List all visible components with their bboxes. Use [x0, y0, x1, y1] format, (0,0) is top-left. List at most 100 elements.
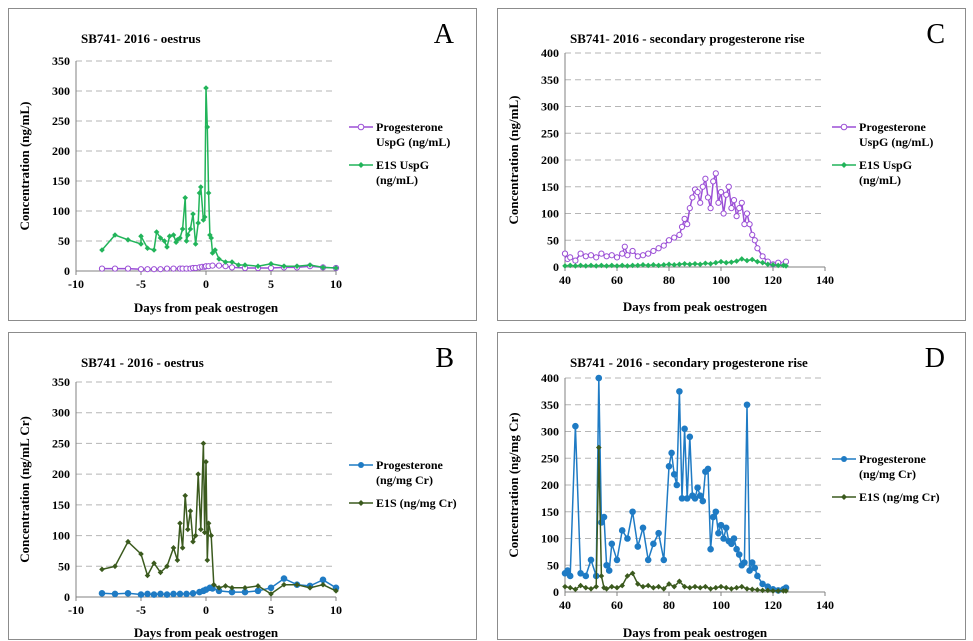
chart-a-y-tick-label: 0 — [64, 264, 70, 278]
chart-a-series-2-point — [190, 211, 196, 217]
chart-d-series-1-point — [696, 492, 704, 499]
chart-d-series-1-point — [722, 524, 730, 532]
chart-a-panel-letter: A — [434, 19, 455, 50]
chart-b-series-2-legend-label: E1S (ng/mg Cr) — [376, 496, 457, 510]
chart-c-x-tick-label: 40 — [559, 273, 571, 287]
chart-c-series-2-point — [603, 263, 610, 269]
chart-b-series-2-point — [268, 591, 274, 597]
chart-a-x-tick-label: -5 — [136, 277, 146, 291]
chart-c-series-1-point — [598, 250, 605, 257]
chart-c-series-1-point — [741, 221, 748, 228]
chart-d-series-1-point — [605, 567, 613, 574]
chart-b-series-1-point — [170, 590, 177, 598]
chart-c-series-1-point — [730, 197, 738, 204]
chart-a-series-2-point — [255, 263, 261, 269]
chart-c-series-1-point — [665, 237, 673, 244]
chart-b-series-2-legend-marker — [358, 500, 364, 506]
chart-a-y-tick-label: 350 — [52, 54, 70, 68]
chart-a-series-2-point — [333, 265, 339, 271]
chart-d-series-2-point — [593, 583, 599, 590]
chart-d-y-tick-label: 100 — [541, 532, 559, 546]
chart-c-series-2-point — [619, 262, 625, 269]
chart-c-series-2-point — [567, 262, 573, 269]
chart-c-series-1-legend-marker — [840, 123, 848, 131]
chart-d-y-tick-label: 250 — [541, 451, 559, 465]
chart-d-series-1-point — [717, 521, 725, 529]
chart-d-x-tick-label: 120 — [764, 598, 782, 612]
chart-d-series-2-point — [635, 581, 641, 587]
chart-b-y-tick-label: 300 — [52, 406, 70, 420]
chart-b-series-1-point — [150, 591, 158, 598]
chart-d-series-2-point — [624, 573, 631, 579]
chart-c-series-2-point — [713, 259, 719, 266]
chart-d-series-2-point — [744, 585, 750, 592]
chart-b-series-2-point — [211, 581, 217, 588]
chart-d-series-1-point — [681, 425, 688, 433]
chart-b-series-2-point — [151, 560, 157, 567]
chart-b-title: SB741 - 2016 - oestrus — [81, 355, 204, 370]
chart-c-x-tick-label: 60 — [611, 273, 623, 287]
chart-a-series-2-point — [268, 261, 274, 267]
chart-d-series-1-point — [608, 540, 616, 548]
chart-d-x-tick-label: 40 — [559, 598, 571, 612]
chart-a-series-2-legend-marker — [358, 162, 364, 168]
chart-c-series-2-point — [655, 262, 662, 269]
chart-d-y-tick-label: 150 — [541, 505, 559, 519]
chart-a-series-2-point — [203, 85, 209, 91]
chart-a-series-1-point — [215, 262, 223, 269]
chart-panel-a: SB741- 2016 - oestrus A 0 50 100 150 200 250 300… — [8, 8, 477, 321]
chart-a-series-2-point — [174, 237, 181, 243]
chart-c-series-2-point — [765, 261, 771, 268]
chart-a-x-tick-label: 10 — [330, 277, 342, 291]
chart-a-series-2-point — [212, 247, 218, 253]
chart-c-series-1-point — [629, 247, 636, 255]
chart-c-series-1-point — [717, 189, 725, 196]
chart-c-series-1-point — [572, 257, 579, 264]
chart-c-series-1-point — [710, 178, 717, 185]
chart-b-series-2-point — [222, 583, 229, 589]
chart-a-series-2-point — [192, 241, 199, 247]
chart-d-series-1-point — [686, 433, 694, 441]
chart-d-series-1-point — [691, 495, 699, 502]
chart-d-series-2-point — [681, 583, 688, 590]
chart-b-series-2-point — [204, 557, 211, 563]
chart-a-y-tick-label: 150 — [52, 174, 70, 188]
chart-b-series-1-point — [163, 591, 171, 598]
chart-d-series-1-point — [668, 449, 675, 457]
chart-c-series-2-point — [775, 262, 781, 269]
chart-d-series-1-point — [595, 374, 603, 382]
chart-b-series-2-point — [174, 557, 181, 563]
chart-c-series-2-point — [681, 260, 688, 267]
chart-d-series-2-point — [640, 583, 646, 590]
chart-c-series-1-point — [624, 252, 631, 259]
chart-c-series-2-point — [614, 263, 620, 269]
chart-d-series-2-point — [583, 584, 589, 591]
chart-c-series-1-point — [707, 205, 714, 212]
chart-c-series-2-point — [676, 261, 683, 268]
chart-b-series-2-point — [157, 569, 164, 576]
chart-c-series-1-point — [723, 191, 730, 198]
chart-c-series-2-point — [609, 262, 615, 269]
chart-d-series-1-point — [618, 527, 626, 534]
chart-a-series-2-legend-label: E1S UspG — [376, 158, 429, 172]
chart-c-series-2-point — [572, 263, 579, 269]
chart-c-svg: SB741- 2016 - secondary progesterone ris… — [506, 19, 945, 314]
chart-c-series-1-point — [743, 210, 751, 217]
chart-b-series-1-legend-label: (ng/mg Cr) — [376, 473, 433, 487]
chart-c-series-1-point — [650, 247, 657, 255]
chart-a-series-1-point — [163, 265, 171, 272]
chart-d-panel-letter: D — [925, 343, 945, 374]
chart-c-series-1-point — [728, 205, 735, 212]
chart-c-series-2-point — [650, 262, 657, 268]
chart-a-series-2-point — [157, 235, 164, 241]
chart-d-series-1-point — [665, 462, 673, 470]
chart-a-series-2-point — [185, 232, 191, 238]
chart-b-series-2-point — [179, 545, 186, 551]
chart-d-series-2-point — [765, 587, 771, 594]
chart-b-series-1-legend-label: Progesterone — [376, 458, 444, 472]
chart-c-series-2-point — [707, 260, 714, 267]
chart-c-series-1-point — [681, 215, 688, 222]
chart-b-x-tick-label: 5 — [268, 603, 274, 617]
chart-d-series-1-legend-marker — [841, 456, 847, 462]
chart-a-series-2-point — [208, 235, 214, 241]
